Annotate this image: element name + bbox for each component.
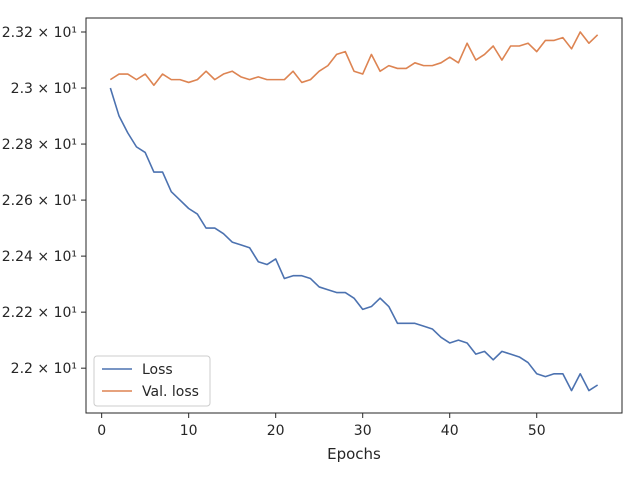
y-tick-label: 2.3 × 10¹ xyxy=(11,81,77,97)
y-ticks: 2.2 × 10¹ 2.22 × 10¹ 2.24 × 10¹ 2.26 × 10¹ 2… xyxy=(2,25,86,377)
series-layer xyxy=(109,31,599,392)
x-tick-label: 20 xyxy=(267,423,285,439)
y-tick-label: 2.22 × 10¹ xyxy=(2,305,77,321)
plot-frame xyxy=(85,17,623,414)
x-axis-label: Epochs xyxy=(327,445,381,463)
legend: Loss Val. loss xyxy=(93,355,211,407)
y-tick-label: 2.24 × 10¹ xyxy=(2,249,77,265)
x-tick-label: 50 xyxy=(528,423,546,439)
plot-background xyxy=(86,18,622,413)
x-tick-label: 10 xyxy=(180,423,198,439)
legend-label-loss: Loss xyxy=(142,362,173,378)
y-tick-label: 2.32 × 10¹ xyxy=(2,25,77,41)
series-line-loss xyxy=(109,87,599,392)
x-tick-label: 0 xyxy=(97,423,106,439)
series-line-val-loss xyxy=(109,31,599,87)
y-tick-label: 2.26 × 10¹ xyxy=(2,193,77,209)
y-tick-label: 2.28 × 10¹ xyxy=(2,137,77,153)
x-tick-label: 30 xyxy=(354,423,372,439)
y-tick-label: 2.2 × 10¹ xyxy=(11,361,77,377)
legend-label-val-loss: Val. loss xyxy=(142,384,199,400)
x-ticks: 0 10 20 30 40 50 xyxy=(97,413,546,439)
x-tick-label: 40 xyxy=(441,423,459,439)
